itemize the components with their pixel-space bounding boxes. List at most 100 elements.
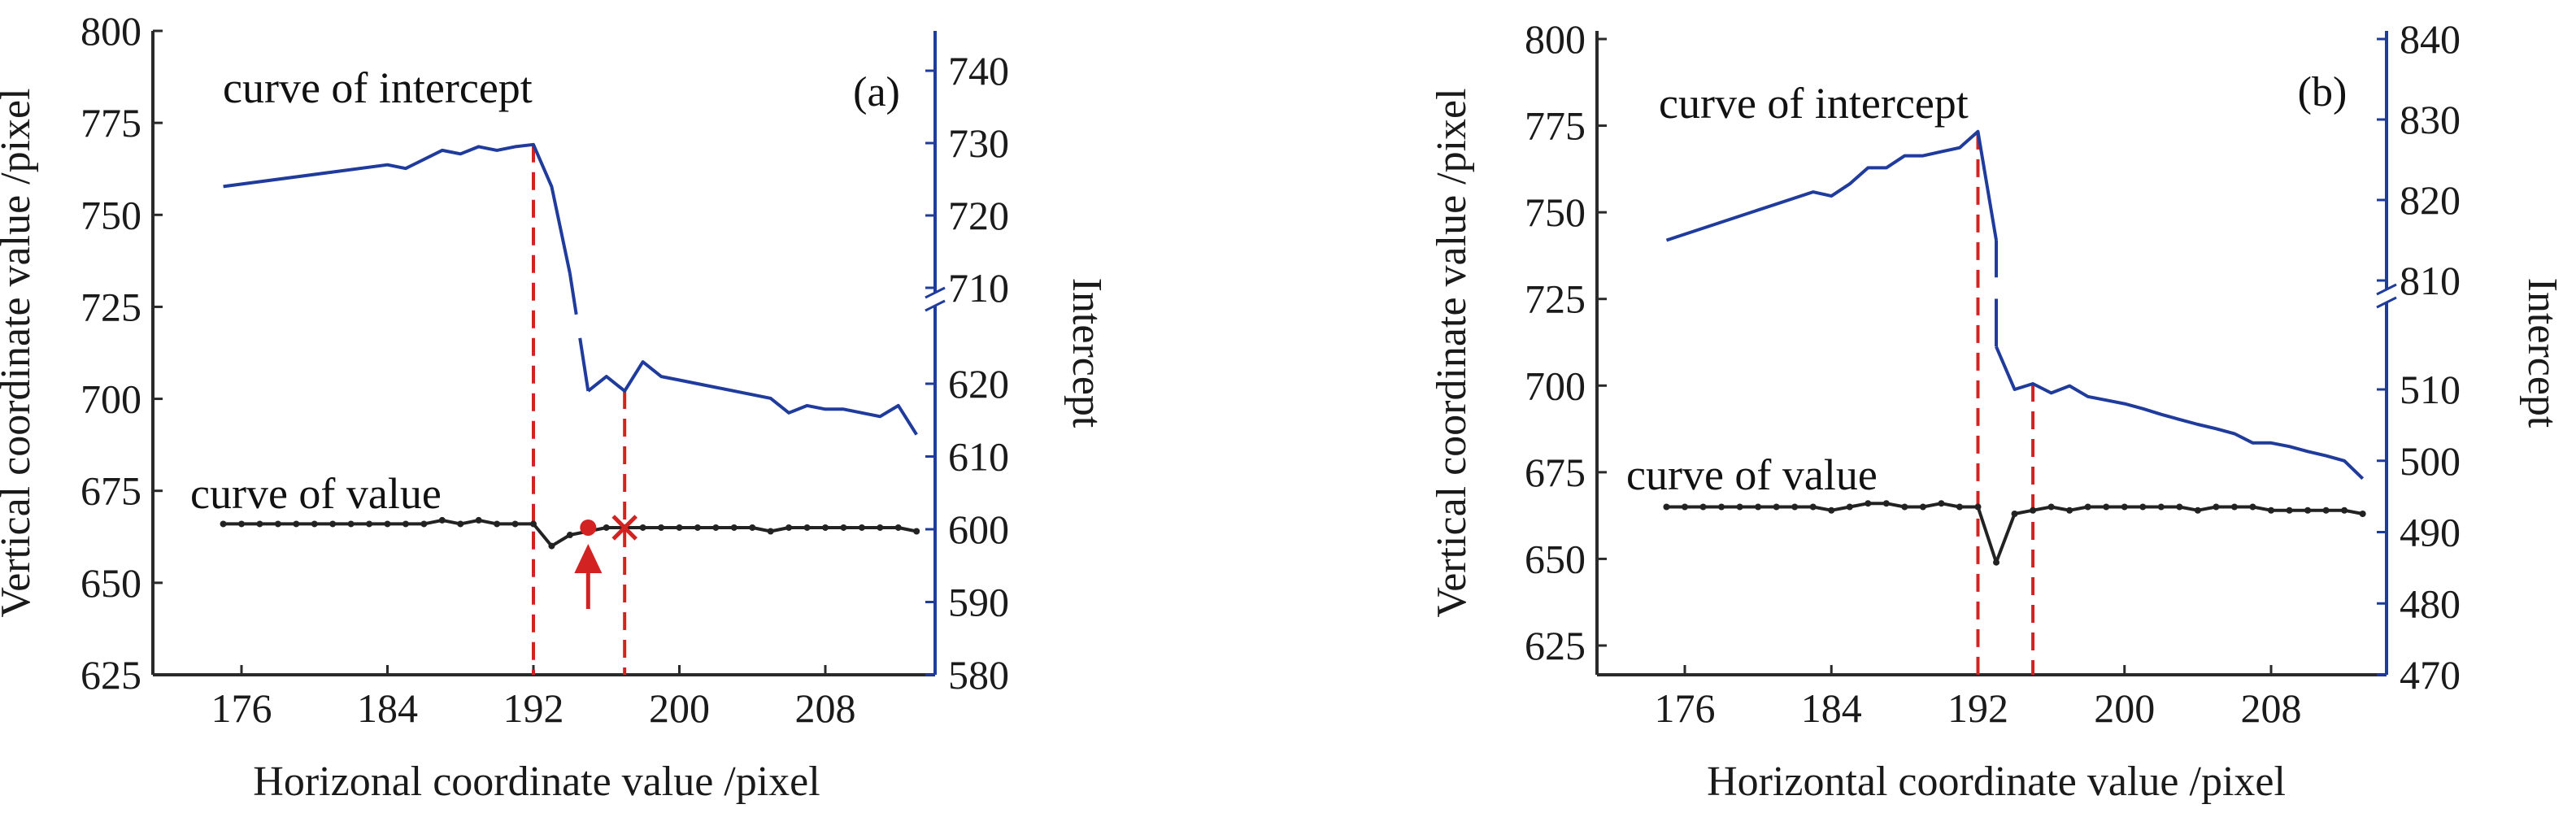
value-curve-point [749,524,756,531]
value-curve-point [2139,503,2147,511]
annotation-curve-of-value: curve of value [190,469,442,518]
y2-tick-label: 810 [2400,258,2461,303]
value-curve-point [1846,503,1853,511]
value-curve-point [822,524,829,531]
value-curve-point [2249,503,2256,511]
value-curve-point [1736,503,1743,511]
red-cross-marker [611,515,637,541]
value-curve-point [1901,503,1908,511]
value-curve-point [2011,511,2018,518]
y-tick-label: 625 [80,652,141,698]
value-curve-point [2359,511,2366,518]
value-curve-point [1755,503,1762,511]
y-tick-label: 650 [80,560,141,606]
value-curve-point [347,520,355,528]
value-curve-point [1718,503,1725,511]
y2-tick-label: 620 [948,361,1009,406]
value-curve-point [840,524,847,531]
value-curve-point [2322,506,2330,514]
intercept-curve-connector [578,337,590,392]
y2-tick-label: 500 [2400,438,2461,484]
value-curve-point [530,520,537,528]
y2-tick-label: 490 [2400,510,2461,555]
value-curve-point [676,524,683,531]
value-curve-point [1919,503,1926,511]
value-curve-point [730,524,738,531]
y-axis-label: Vertical coordinate value /pixel [1429,88,1475,617]
value-curve-point [694,524,701,531]
axis-break-mark [925,299,946,312]
value-curve-point [457,520,464,528]
value-curve-point [329,520,337,528]
y2-axis-label: Intercept [1064,278,1110,428]
y2-tick-label: 830 [2400,97,2461,142]
y2-tick-label: 720 [948,193,1009,238]
x-axis-label: Horizontal coordinate value /pixel [1707,759,2286,805]
y2-axis-label: Intercept [2519,278,2565,428]
value-curve-point [1682,503,1688,511]
x-tick-label: 200 [649,685,710,731]
value-curve-point [1974,503,1982,511]
value-curve-point [877,524,884,531]
y2-tick-label: 730 [948,120,1009,166]
value-curve-point [1663,503,1670,511]
value-curve-point [1865,500,1872,507]
value-curve-point [366,520,373,528]
axis-break-mark [2376,283,2397,296]
value-curve-point [1699,503,1707,511]
annotation-curve-of-intercept: curve of intercept [223,63,533,112]
y2-tick-label: 480 [2400,580,2461,626]
chart-panel-a: 625 650 675 700 725 750 775 800 580 590 600 610 620 7… [0,8,1110,805]
intercept-curve-connector [568,272,578,315]
value-curve-point [2286,506,2293,514]
y2-tick-label: 840 [2400,16,2461,62]
intercept-curve-line [587,360,918,436]
value-curve-point [2030,506,2037,514]
y-tick-label: 675 [80,468,141,514]
value-curve-point [2103,503,2110,511]
value-curve-point [2194,506,2201,514]
intercept-curve-line [1665,129,1998,242]
y-axis-label: Vertical coordinate value /pixel [0,88,39,617]
x-tick-label: 192 [1947,685,2008,731]
value-curve-point [548,542,555,550]
axis-break-mark [925,286,946,299]
value-curve-point [894,524,902,531]
value-curve-point [2066,506,2073,514]
y2-tick-label: 740 [948,48,1009,93]
red-arrow-head [574,543,603,573]
axis-break-mark [2376,296,2397,309]
value-curve-point [1956,503,1963,511]
x-tick-label: 208 [2241,685,2302,731]
y2-tick-label: 610 [948,434,1009,480]
y2-tick-label: 510 [2400,367,2461,412]
value-curve-point [658,524,665,531]
value-curve-point [2176,503,2183,511]
value-curve-point [1809,503,1817,511]
intercept-curve-line [223,142,572,274]
y-tick-label: 750 [1525,189,1586,235]
value-curve-point [402,520,409,528]
value-curve-point [1993,559,2000,566]
y-tick-label: 725 [80,284,141,329]
value-curve-point [511,520,519,528]
y-tick-label: 725 [1525,276,1586,322]
value-curve-point [639,524,646,531]
value-curve-point [785,524,793,531]
value-curve-point [2121,503,2128,511]
red-dot-marker [580,519,597,536]
value-curve-point [1791,503,1799,511]
y-tick-label: 650 [1525,536,1586,581]
y-tick-label: 625 [1525,623,1586,668]
value-curve-point [494,520,501,528]
value-curve-point [1938,500,1945,507]
y-tick-label: 775 [1525,103,1586,149]
intercept-curve-line [1995,346,2365,480]
annotation-curve-of-intercept: curve of intercept [1659,79,1969,128]
value-curve-point [2213,503,2220,511]
value-curve-point [220,520,227,528]
value-curve-point [420,520,428,528]
x-tick-label: 184 [1801,685,1862,731]
value-curve-point [238,520,245,528]
chart-panel-b: 625 650 675 700 725 750 775 800 470 480 490 500 510 8… [1429,16,2565,805]
